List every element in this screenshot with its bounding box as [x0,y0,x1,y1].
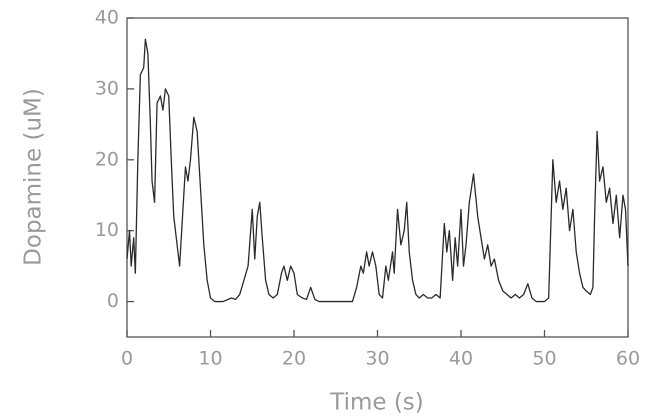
x-tick-label: 50 [532,348,556,370]
x-tick-label: 0 [121,348,133,370]
y-tick-label: 40 [95,7,119,29]
x-tick-label: 60 [616,348,640,370]
x-tick-label: 40 [449,348,473,370]
y-tick-label: 20 [95,148,119,170]
x-axis-label: Time (s) [329,390,424,416]
y-tick-label: 0 [107,290,119,312]
y-tick-label: 10 [95,219,119,241]
x-tick-label: 30 [365,348,389,370]
data-line [126,38,629,303]
y-tick-label: 30 [95,77,119,99]
y-axis-label: Dopamine (uM) [21,88,47,266]
x-tick-label: 20 [282,348,306,370]
x-tick-label: 10 [198,348,222,370]
